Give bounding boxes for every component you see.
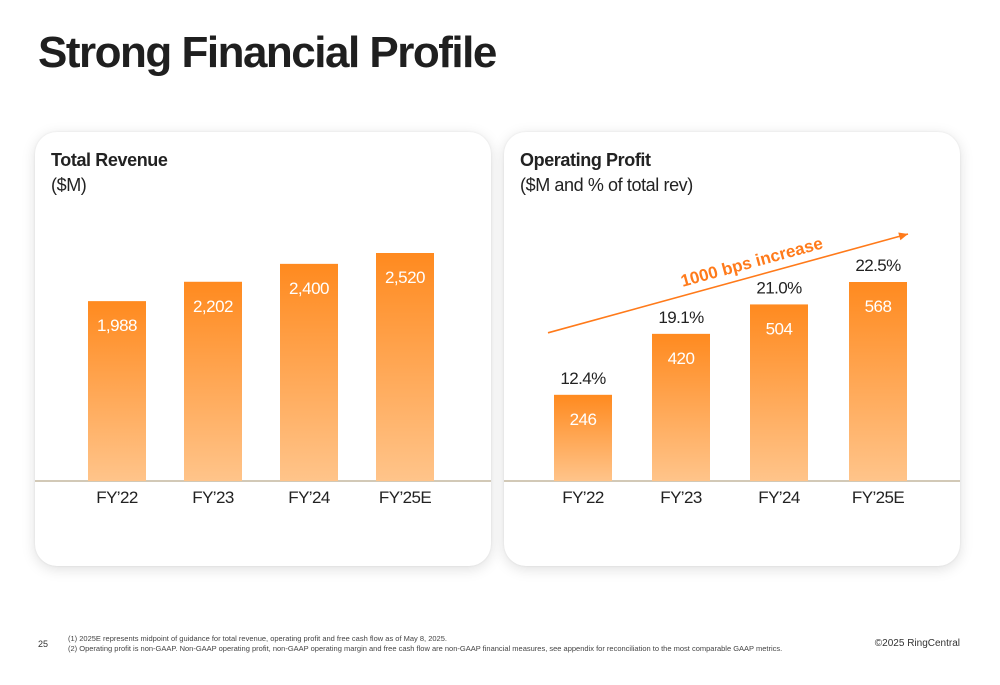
page-title: Strong Financial Profile <box>38 28 497 77</box>
category-label-2: FY’23 <box>192 488 234 507</box>
page-number: 25 <box>38 639 49 649</box>
margin-label-4: 22.5% <box>855 256 901 275</box>
revenue-chart-title: Total Revenue <box>51 150 168 170</box>
category-label-4: FY’25E <box>852 488 904 507</box>
trend-arrow-line <box>547 233 909 334</box>
bar-4 <box>376 253 434 481</box>
bar-1 <box>554 394 612 481</box>
revenue-chart-card: Total Revenue ($M) 1,988 FY’22 2,202 FY’23 2… <box>35 132 491 566</box>
bar-2 <box>184 281 242 481</box>
bar-value-label-3: 504 <box>766 319 793 338</box>
operating-profit-chart-card: Operating Profit ($M and % of total rev)… <box>504 132 960 566</box>
bar-1 <box>88 301 146 481</box>
revenue-bar-chart: 1,988 FY’22 2,202 FY’23 2,400 FY’24 2,520 FY’25… <box>35 253 491 507</box>
bar-value-label-2: 420 <box>668 349 695 368</box>
bar-3 <box>280 263 338 481</box>
footnote-2: (2) Operating profit is non-GAAP. Non-GA… <box>68 644 783 653</box>
operating-profit-chart-subtitle: ($M and % of total rev) <box>520 175 693 195</box>
trend-arrow-head <box>898 232 908 241</box>
category-label-1: FY’22 <box>562 488 604 507</box>
bar-value-label-4: 2,520 <box>385 268 425 287</box>
bar-3 <box>750 304 808 481</box>
margin-label-3: 21.0% <box>756 278 802 297</box>
bar-value-label-1: 246 <box>570 410 597 429</box>
margin-label-2: 19.1% <box>658 308 704 327</box>
copyright: ©2025 RingCentral <box>874 638 960 649</box>
footnote-1: (1) 2025E represents midpoint of guidanc… <box>68 634 447 643</box>
margin-label-1: 12.4% <box>560 369 606 388</box>
bar-4 <box>849 282 907 481</box>
operating-profit-chart-title: Operating Profit <box>520 150 651 170</box>
operating-profit-bar-chart: 246 FY’22 12.4% 420 FY’23 19.1% 504 FY’24 21.0% 5… <box>504 232 960 507</box>
revenue-chart-subtitle: ($M) <box>51 175 87 195</box>
bar-value-label-2: 2,202 <box>193 297 233 316</box>
bar-value-label-3: 2,400 <box>289 279 329 298</box>
category-label-3: FY’24 <box>758 488 800 507</box>
bar-2 <box>652 333 710 481</box>
category-label-2: FY’23 <box>660 488 702 507</box>
bar-value-label-1: 1,988 <box>97 316 137 335</box>
category-label-4: FY’25E <box>379 488 431 507</box>
category-label-1: FY’22 <box>96 488 138 507</box>
footnotes: (1) 2025E represents midpoint of guidanc… <box>68 634 782 654</box>
category-label-3: FY’24 <box>288 488 330 507</box>
bar-value-label-4: 568 <box>865 297 892 316</box>
